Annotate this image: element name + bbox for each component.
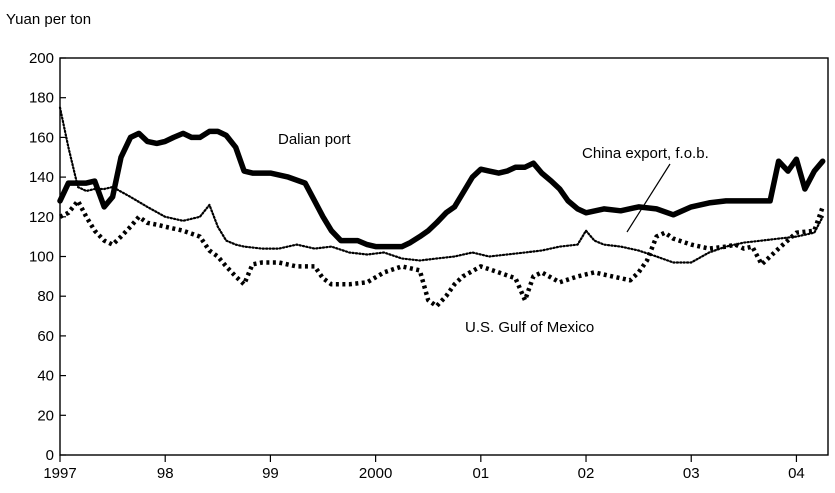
x-tick-label: 2000	[359, 465, 392, 482]
x-axis: 1997 98 99 2000 01 02 03 04	[43, 455, 805, 482]
x-tick-label: 98	[157, 465, 174, 482]
x-tick-label: 99	[262, 465, 279, 482]
china-export-label: China export, f.o.b.	[582, 145, 709, 162]
y-axis: 0 20 40 60 80 100 120 140 160 180 200	[29, 50, 66, 464]
y-tick-label: 160	[29, 129, 54, 146]
y-tick-label: 80	[37, 288, 54, 305]
series-annotations: Dalian port China export, f.o.b. U.S. Gu…	[278, 131, 709, 336]
x-tick-label: 04	[788, 465, 805, 482]
y-axis-title: Yuan per ton	[6, 11, 91, 28]
series-layer	[57, 106, 826, 309]
plot-frame	[59, 57, 829, 456]
series-line-china-export-f-o-b	[58, 106, 824, 264]
us-gulf-label: U.S. Gulf of Mexico	[465, 319, 594, 336]
y-tick-label: 40	[37, 368, 54, 385]
y-tick-label: 120	[29, 209, 54, 226]
y-tick-label: 0	[46, 447, 54, 464]
x-tick-label: 03	[683, 465, 700, 482]
x-tick-label: 01	[472, 465, 489, 482]
y-tick-label: 140	[29, 169, 54, 186]
y-tick-label: 100	[29, 249, 54, 266]
china-export-pointer-line	[626, 163, 671, 233]
dalian-port-label: Dalian port	[278, 131, 351, 148]
x-tick-label: 02	[578, 465, 595, 482]
y-tick-label: 20	[37, 407, 54, 424]
y-tick-label: 200	[29, 50, 54, 67]
series-line-dalian-port	[57, 128, 826, 250]
y-tick-label: 180	[29, 90, 54, 107]
x-tick-label: 1997	[43, 465, 76, 482]
y-tick-label: 60	[37, 328, 54, 345]
